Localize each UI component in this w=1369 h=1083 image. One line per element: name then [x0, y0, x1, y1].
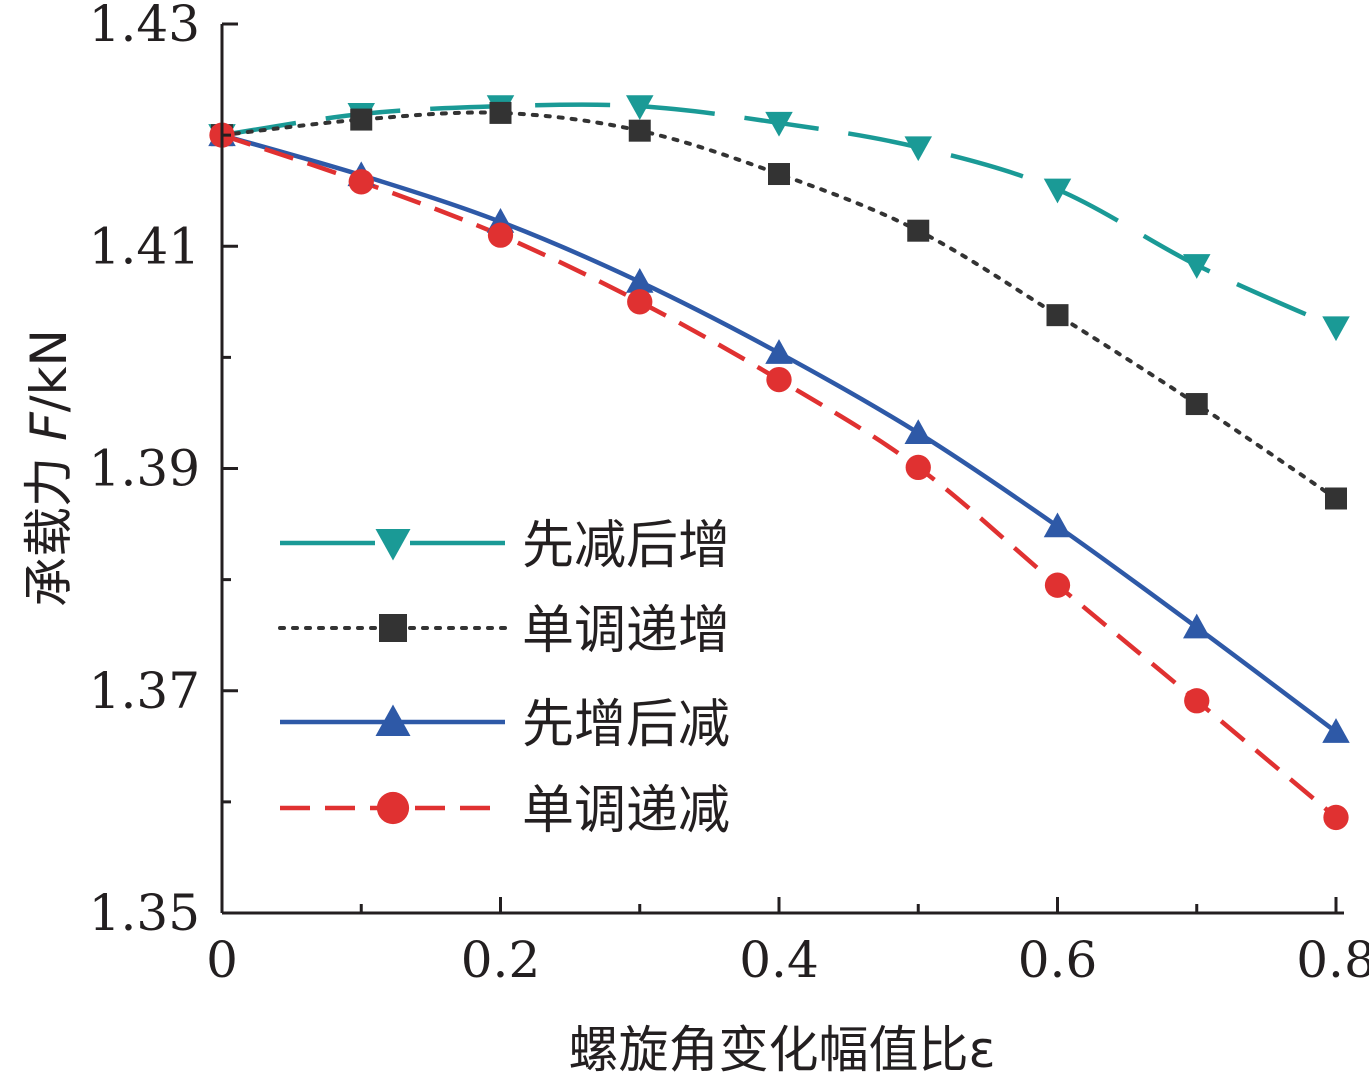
legend-marker-1 — [375, 529, 411, 561]
data-point-2 — [628, 119, 651, 142]
x-tick-label: 0.2 — [461, 931, 541, 989]
data-point-4 — [487, 222, 514, 248]
data-point-1 — [765, 111, 793, 137]
series-lines — [220, 102, 1338, 820]
data-point-4 — [627, 289, 653, 315]
x-tick-label: 0 — [206, 931, 238, 989]
y-axis-title-variable: F — [20, 411, 78, 441]
data-point-2 — [350, 108, 373, 131]
data-point-1 — [1322, 316, 1350, 342]
series-line-1 — [221, 102, 1337, 330]
legend-marker-4 — [376, 791, 410, 825]
data-point-4 — [348, 169, 374, 195]
axes — [220, 24, 1344, 915]
y-axis-title: 承载力 F/kN — [20, 329, 78, 607]
tick-labels: 0 0.2 0.4 0.6 0.8 1.35 1.37 1.39 1.41 1.43 — [89, 0, 1369, 989]
data-point-2 — [1046, 304, 1069, 327]
y-tick-label: 1.41 — [89, 217, 200, 275]
legend-label-3: 先增后减 — [522, 695, 730, 755]
x-tick-label: 0.6 — [1018, 931, 1098, 989]
x-tick-label: 0.8 — [1296, 931, 1369, 989]
data-point-1 — [1183, 254, 1211, 279]
data-point-4 — [1323, 804, 1349, 831]
series-markers — [208, 95, 1350, 831]
data-point-2 — [907, 219, 930, 242]
ticks — [220, 22, 1338, 915]
data-point-3 — [1183, 613, 1211, 639]
y-axis-title-unit: /kN — [20, 329, 78, 412]
data-point-3 — [1043, 512, 1072, 538]
legend-label-2: 单调递增 — [522, 601, 730, 661]
data-point-1 — [904, 136, 932, 162]
data-point-4 — [1044, 572, 1071, 598]
data-point-2 — [768, 163, 790, 186]
x-tick-label: 0.4 — [739, 931, 819, 989]
series-line-4 — [221, 132, 1338, 820]
data-point-3 — [626, 268, 654, 293]
legend-label-4: 单调递减 — [522, 781, 730, 841]
data-point-1 — [1043, 178, 1072, 204]
data-point-3 — [1322, 718, 1350, 743]
x-axis-title: 螺旋角变化幅值比ε — [568, 1021, 995, 1079]
data-point-2 — [1185, 393, 1208, 416]
data-point-2 — [1325, 487, 1347, 510]
y-tick-label: 1.43 — [89, 0, 200, 53]
y-tick-label: 1.39 — [89, 440, 200, 498]
data-point-1 — [626, 95, 654, 120]
data-point-4 — [1184, 688, 1210, 714]
data-point-2 — [489, 101, 512, 124]
y-tick-label: 1.37 — [89, 662, 200, 720]
legend-label-1: 先减后增 — [522, 516, 730, 576]
data-point-3 — [904, 419, 932, 444]
legend-marker-3 — [375, 704, 411, 736]
legend-marker-2 — [379, 614, 407, 642]
data-point-3 — [765, 339, 793, 364]
y-axis-title-prefix: 承载力 — [20, 441, 78, 607]
data-point-4 — [766, 366, 792, 393]
series-line-3 — [221, 132, 1338, 734]
y-tick-label: 1.35 — [89, 884, 200, 942]
data-point-4 — [905, 454, 931, 481]
